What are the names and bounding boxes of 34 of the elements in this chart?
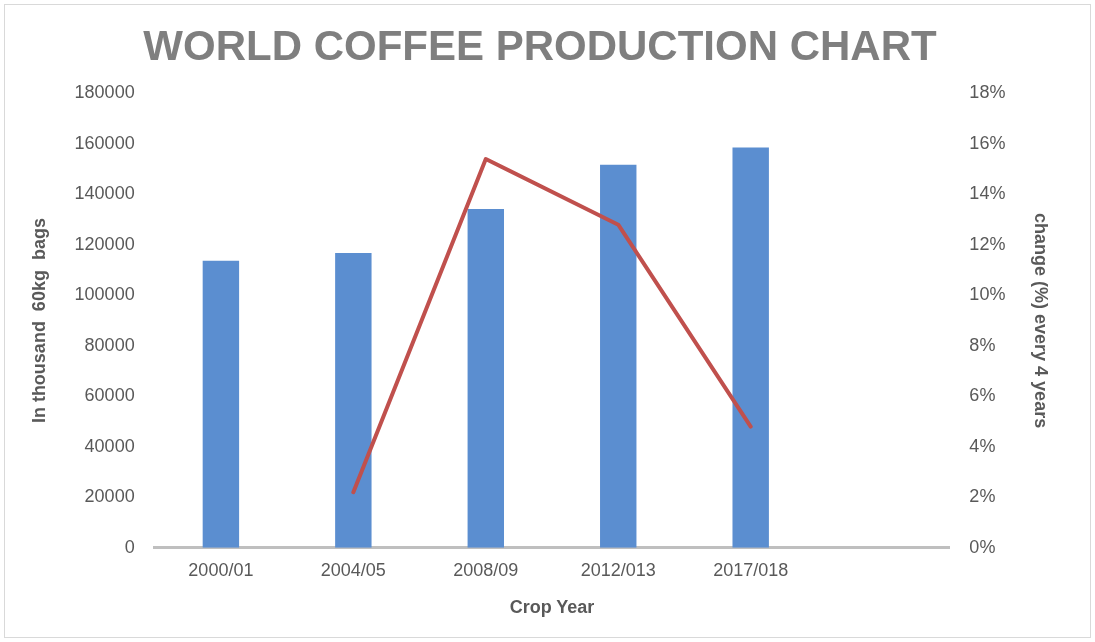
- bar: [202, 260, 240, 548]
- x-tick-label: 2012/013: [580, 559, 656, 580]
- y-tick-label: 140000: [74, 183, 135, 204]
- y2-tick-label: 8%: [969, 334, 996, 355]
- bar: [732, 147, 769, 548]
- y-tick-label: 20000: [84, 486, 135, 507]
- y2-axis-title: change (%) every 4 years: [1031, 213, 1052, 429]
- x-axis-title: Crop Year: [509, 597, 595, 618]
- y-tick-label: 40000: [84, 435, 135, 456]
- x-tick-label: 2004/05: [320, 559, 386, 580]
- y2-tick-label: 16%: [969, 132, 1006, 153]
- y2-tick-label: 10%: [969, 284, 1006, 305]
- bar: [467, 209, 505, 548]
- y-tick-label: 80000: [84, 334, 135, 355]
- y2-tick-label: 6%: [969, 385, 996, 406]
- y2-tick-label: 12%: [969, 233, 1006, 254]
- bar: [335, 252, 372, 548]
- bar: [600, 164, 637, 548]
- y2-tick-label: 18%: [969, 82, 1006, 103]
- y2-tick-label: 14%: [969, 183, 1006, 204]
- x-tick-label: 2000/01: [188, 559, 254, 580]
- x-tick-label: 2017/018: [713, 559, 789, 580]
- y-tick-label: 60000: [84, 385, 135, 406]
- y2-tick-label: 0%: [969, 536, 996, 557]
- y-tick-label: 120000: [74, 233, 135, 254]
- y-tick-label: 180000: [74, 82, 135, 103]
- y2-tick-label: 2%: [969, 486, 996, 507]
- y-axis-title: In thousand 60kg bags: [28, 218, 49, 424]
- y-tick-label: 160000: [74, 132, 135, 153]
- x-tick-label: 2008/09: [453, 559, 519, 580]
- y2-tick-label: 4%: [969, 435, 996, 456]
- chart-title: WORLD COFFEE PRODUCTION CHART: [143, 21, 937, 69]
- y-tick-label: 0: [124, 536, 135, 557]
- y-tick-label: 100000: [74, 284, 135, 305]
